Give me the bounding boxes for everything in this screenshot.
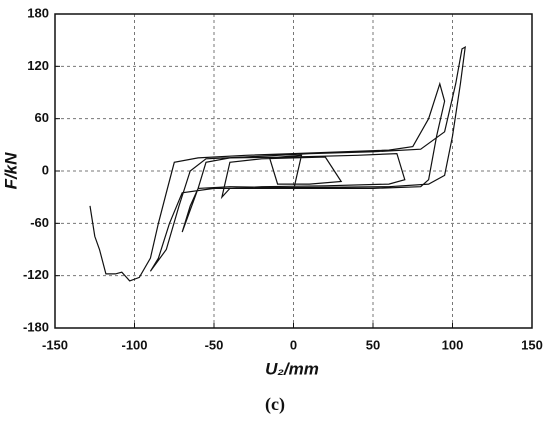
x-tick-label: -150 — [42, 337, 68, 352]
x-tick-label: 0 — [290, 337, 297, 352]
y-tick-label: -60 — [30, 215, 49, 230]
y-tick-label: 180 — [27, 5, 49, 20]
y-tick-label: 60 — [35, 110, 49, 125]
y-tick-label: 0 — [42, 162, 49, 177]
y-tick-label: 120 — [27, 58, 49, 73]
x-tick-label: 50 — [366, 337, 380, 352]
caption: (c) — [265, 394, 285, 415]
y-axis-label: F/kN — [1, 152, 20, 190]
x-tick-label: -100 — [121, 337, 147, 352]
x-tick-label: 100 — [442, 337, 464, 352]
x-tick-label: 150 — [521, 337, 543, 352]
x-axis-label: U₂/mm — [265, 359, 319, 378]
data-line — [89, 45, 466, 282]
y-tick-label: -120 — [23, 267, 49, 282]
x-tick-label: -50 — [205, 337, 224, 352]
y-tick-label: -180 — [23, 319, 49, 334]
plot-frame — [54, 13, 533, 329]
